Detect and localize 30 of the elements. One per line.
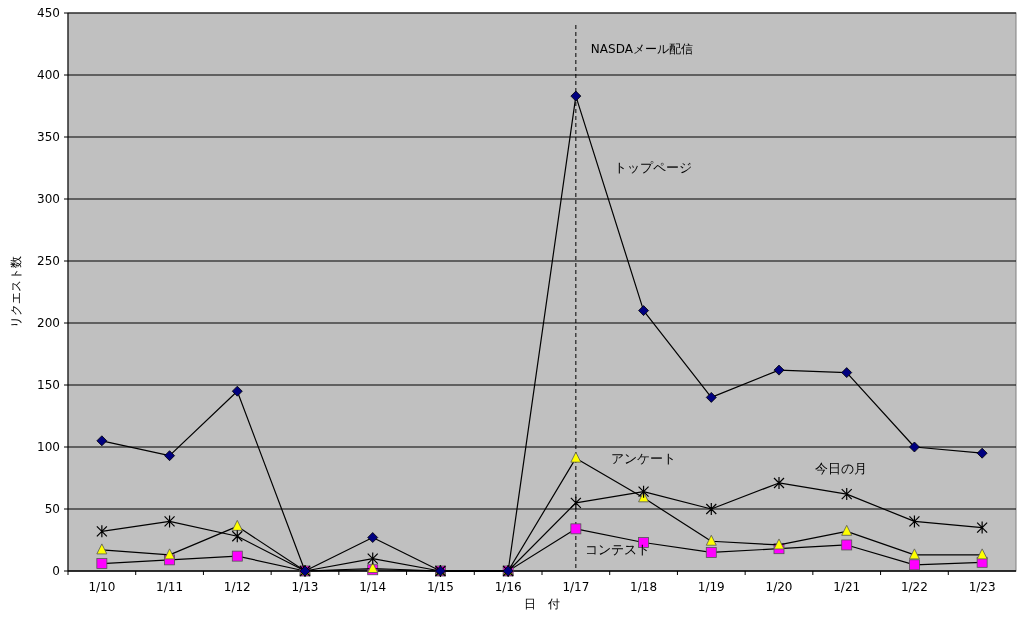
y-tick-label: 350 [37, 130, 60, 144]
x-tick-label: 1/22 [900, 580, 928, 594]
y-tick-label: 50 [44, 502, 60, 516]
x-tick-label: 1/18 [630, 580, 658, 594]
y-tick-label: 300 [37, 192, 60, 206]
x-tick-label: 1/23 [968, 580, 996, 594]
y-tick-label: 450 [37, 6, 60, 20]
y-tick-label: 150 [37, 378, 60, 392]
x-tick-label: 1/10 [88, 580, 116, 594]
y-axis-title: リクエスト数 [9, 256, 23, 328]
x-tick-label: 1/13 [291, 580, 319, 594]
x-tick-label: 1/16 [494, 580, 522, 594]
x-tick-label: 1/20 [765, 580, 793, 594]
ref-line-label: NASDAメール配信 [590, 42, 693, 56]
y-tick-label: 250 [37, 254, 60, 268]
x-tick-label: 1/21 [833, 580, 861, 594]
x-tick-label: 1/11 [156, 580, 184, 594]
x-tick-label: 1/17 [562, 580, 590, 594]
y-tick-label: 0 [52, 564, 60, 578]
x-tick-label: 1/15 [426, 580, 454, 594]
y-tick-label: 200 [37, 316, 60, 330]
x-axis-title: 日 付 [524, 597, 560, 611]
x-tick-label: 1/14 [359, 580, 387, 594]
series-label: 今日の月 [815, 461, 867, 476]
series-label: トップページ [614, 160, 692, 175]
y-tick-label: 100 [37, 440, 60, 454]
series-label: アンケート [611, 451, 676, 466]
y-tick-label: 400 [37, 68, 60, 82]
x-tick-label: 1/19 [697, 580, 725, 594]
x-tick-label: 1/12 [223, 580, 251, 594]
